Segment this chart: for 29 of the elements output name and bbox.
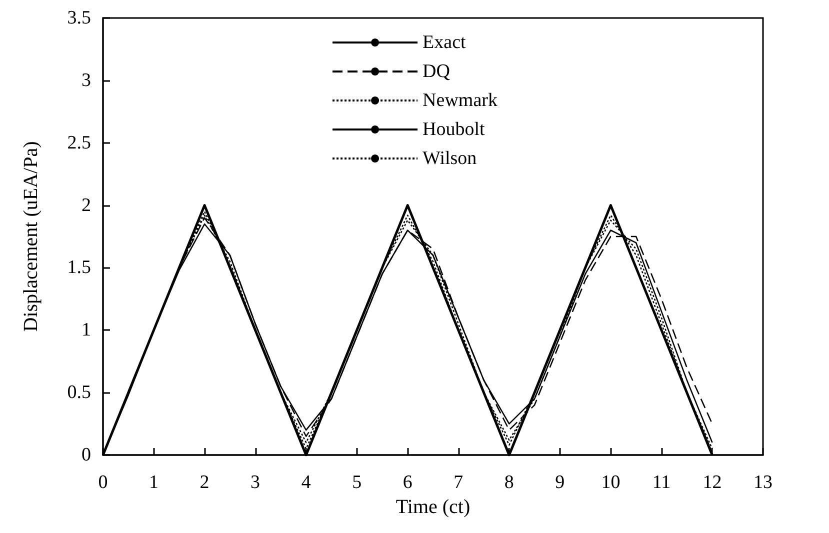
x-tick-label: 13 <box>754 472 772 493</box>
x-tick-label: 10 <box>601 472 620 493</box>
x-tick-label: 12 <box>702 472 722 493</box>
y-tick-label: 2.5 <box>67 132 91 154</box>
y-tick-label: 1 <box>82 320 91 341</box>
legend-label: Exact <box>422 32 467 53</box>
x-tick-label: 8 <box>504 472 514 493</box>
y-tick-label: 3.5 <box>67 8 91 28</box>
legend-label: DQ <box>422 61 450 82</box>
x-tick-label: 7 <box>454 472 464 493</box>
y-tick-label: 3 <box>82 70 91 91</box>
x-tick-label: 6 <box>402 472 412 493</box>
legend-label: Newmark <box>422 90 498 111</box>
x-tick-label: 3 <box>250 472 260 493</box>
x-axis-title: Time (ct) <box>396 496 470 518</box>
y-tick-label: 1.5 <box>67 257 91 278</box>
x-tick-label: 2 <box>200 472 210 493</box>
x-tick-label: 4 <box>301 472 312 493</box>
legend-label: Wilson <box>422 148 478 169</box>
x-tick-label: 0 <box>98 472 108 493</box>
legend-label: Houbolt <box>422 119 486 140</box>
y-tick-label: 0.5 <box>67 382 91 404</box>
x-tick-label: 1 <box>149 472 159 493</box>
x-tick-label: 5 <box>352 472 362 493</box>
x-tick-label: 9 <box>555 472 565 493</box>
y-tick-label: 2 <box>82 194 91 216</box>
x-tick-label: 11 <box>652 472 671 493</box>
y-tick-label: 0 <box>82 444 91 466</box>
y-axis-title: Displacement (uEA/Pa) <box>20 141 42 332</box>
